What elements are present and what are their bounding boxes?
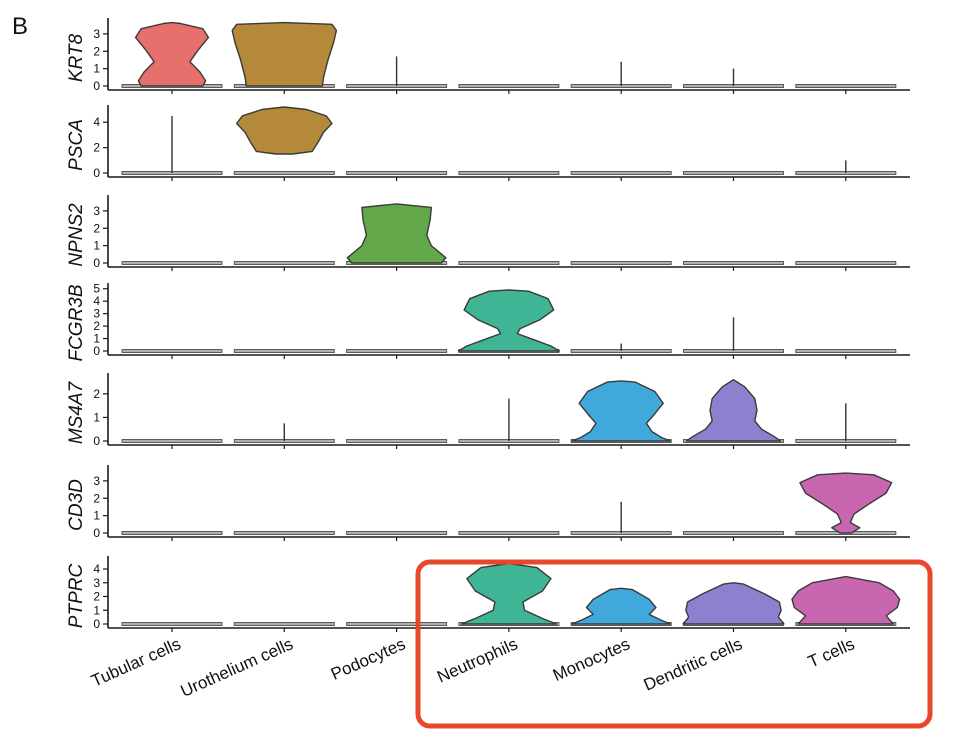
y-tick-label: 1 — [93, 62, 100, 76]
baseline-violin — [121, 439, 223, 443]
baseline-violin — [233, 531, 335, 535]
y-tick-label: 1 — [93, 603, 100, 617]
baseline-violin — [795, 261, 897, 265]
baseline-violin — [683, 261, 784, 265]
baseline-violin — [795, 84, 897, 88]
y-tick-label: 0 — [93, 79, 100, 93]
gene-label: MS4A7 — [66, 380, 87, 444]
x-category-label: T cells — [805, 634, 857, 671]
y-tick-label: 1 — [93, 332, 100, 346]
y-tick-label: 5 — [93, 282, 100, 296]
baseline-violin — [346, 531, 448, 535]
gene-panel-ms4a7: MS4A7 0 1 2 — [66, 373, 910, 449]
violin-urothelium-cells — [231, 21, 338, 87]
panel-label: B — [12, 13, 28, 40]
y-tick-label: 0 — [93, 256, 100, 270]
gene-label: KRT8 — [66, 33, 87, 82]
baseline-violin — [346, 349, 448, 353]
x-category-label: Neutrophils — [434, 634, 520, 686]
x-category-label: Monocytes — [550, 634, 633, 685]
violin-dendritic-cells — [685, 379, 782, 442]
violin-t-cells — [799, 472, 893, 534]
baseline-violin — [458, 84, 560, 88]
violin-monocytes — [571, 380, 672, 442]
y-tick-label: 0 — [93, 166, 100, 180]
baseline-violin — [121, 261, 223, 265]
baseline-violin — [458, 171, 560, 175]
gene-panel-krt8: KRT8 0 1 2 3 — [66, 18, 910, 94]
y-tick-label: 3 — [93, 27, 100, 41]
y-tick-label: 0 — [93, 526, 100, 540]
violin-t-cells — [791, 575, 901, 625]
violin-monocytes — [571, 587, 672, 625]
x-category-label: Podocytes — [328, 634, 408, 684]
baseline-violin — [121, 622, 223, 626]
gene-label: FCGR3B — [66, 284, 87, 361]
y-tick-label: 0 — [93, 434, 100, 448]
x-category-label: Urothelium cells — [178, 634, 296, 701]
violin-dendritic-cells — [682, 582, 785, 625]
y-tick-label: 3 — [93, 576, 100, 590]
y-tick-label: 2 — [93, 141, 100, 155]
violin-neutrophils — [460, 562, 558, 625]
baseline-violin — [458, 531, 560, 535]
baseline-violin — [795, 349, 897, 353]
y-tick-label: 2 — [93, 319, 100, 333]
y-tick-label: 3 — [93, 307, 100, 321]
highlight-box — [415, 559, 933, 729]
baseline-violin — [233, 261, 335, 265]
gene-panel-cd3d: CD3D 0 1 2 3 — [66, 465, 910, 541]
y-tick-label: 4 — [93, 294, 100, 308]
baseline-violin — [121, 349, 223, 353]
baseline-violin — [346, 439, 448, 443]
violin-tubular-cells — [134, 21, 210, 87]
y-tick-label: 2 — [93, 221, 100, 235]
violin-neutrophils — [457, 289, 560, 352]
y-tick-label: 3 — [93, 204, 100, 218]
baseline-violin — [570, 261, 672, 265]
y-tick-label: 1 — [93, 509, 100, 523]
baseline-violin — [683, 171, 784, 175]
baseline-violin — [121, 531, 223, 535]
x-category-label: Tubular cells — [88, 634, 183, 690]
baseline-violin — [458, 261, 560, 265]
gene-label: NPNS2 — [66, 203, 87, 267]
violin-urothelium-cells — [236, 106, 333, 155]
y-tick-label: 1 — [93, 410, 100, 424]
y-tick-label: 2 — [93, 590, 100, 604]
violin-podocytes — [346, 203, 447, 264]
y-tick-label: 4 — [93, 115, 100, 129]
baseline-violin — [233, 622, 335, 626]
y-tick-label: 2 — [93, 387, 100, 401]
gene-label: PSCA — [66, 119, 87, 171]
y-tick-label: 1 — [93, 239, 100, 253]
gene-label: PTPRC — [66, 564, 87, 629]
gene-panel-npns2: NPNS2 0 1 2 3 — [66, 195, 910, 271]
y-tick-label: 0 — [93, 617, 100, 631]
x-category-label: Dendritic cells — [641, 634, 745, 694]
gene-panel-psca: PSCA 0 2 4 — [66, 105, 910, 181]
y-tick-label: 2 — [93, 491, 100, 505]
baseline-violin — [346, 171, 448, 175]
baseline-violin — [346, 622, 448, 626]
y-tick-label: 3 — [93, 474, 100, 488]
y-tick-label: 4 — [93, 562, 100, 576]
baseline-violin — [683, 531, 784, 535]
y-tick-label: 2 — [93, 44, 100, 58]
y-tick-label: 0 — [93, 344, 100, 358]
baseline-violin — [570, 171, 672, 175]
baseline-violin — [233, 349, 335, 353]
baseline-violin — [233, 171, 335, 175]
gene-label: CD3D — [66, 479, 87, 531]
